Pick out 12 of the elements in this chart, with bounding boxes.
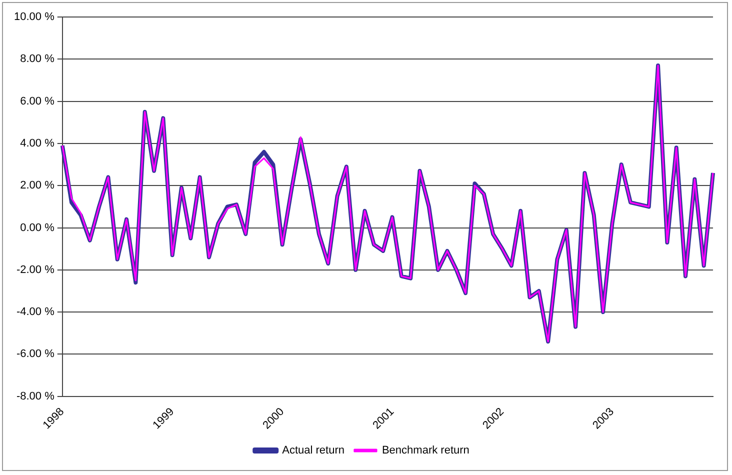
y-tick-label: 10.00 % xyxy=(14,11,55,24)
y-tick-label: -2.00 % xyxy=(16,264,55,276)
y-tick-label: 6.00 % xyxy=(20,95,55,108)
y-tick-label: -6.00 % xyxy=(16,348,55,360)
y-tick-label: 8.00 % xyxy=(20,53,55,66)
legend-label: Benchmark return xyxy=(382,444,470,457)
y-tick-label: -4.00 % xyxy=(16,306,55,318)
legend-label: Actual return xyxy=(282,444,344,457)
y-tick-label: 0.00 % xyxy=(20,222,55,234)
y-tick-label: -8.00 % xyxy=(16,390,55,402)
y-tick-label: 4.00 % xyxy=(20,137,55,150)
y-tick-label: 2.00 % xyxy=(20,180,55,192)
